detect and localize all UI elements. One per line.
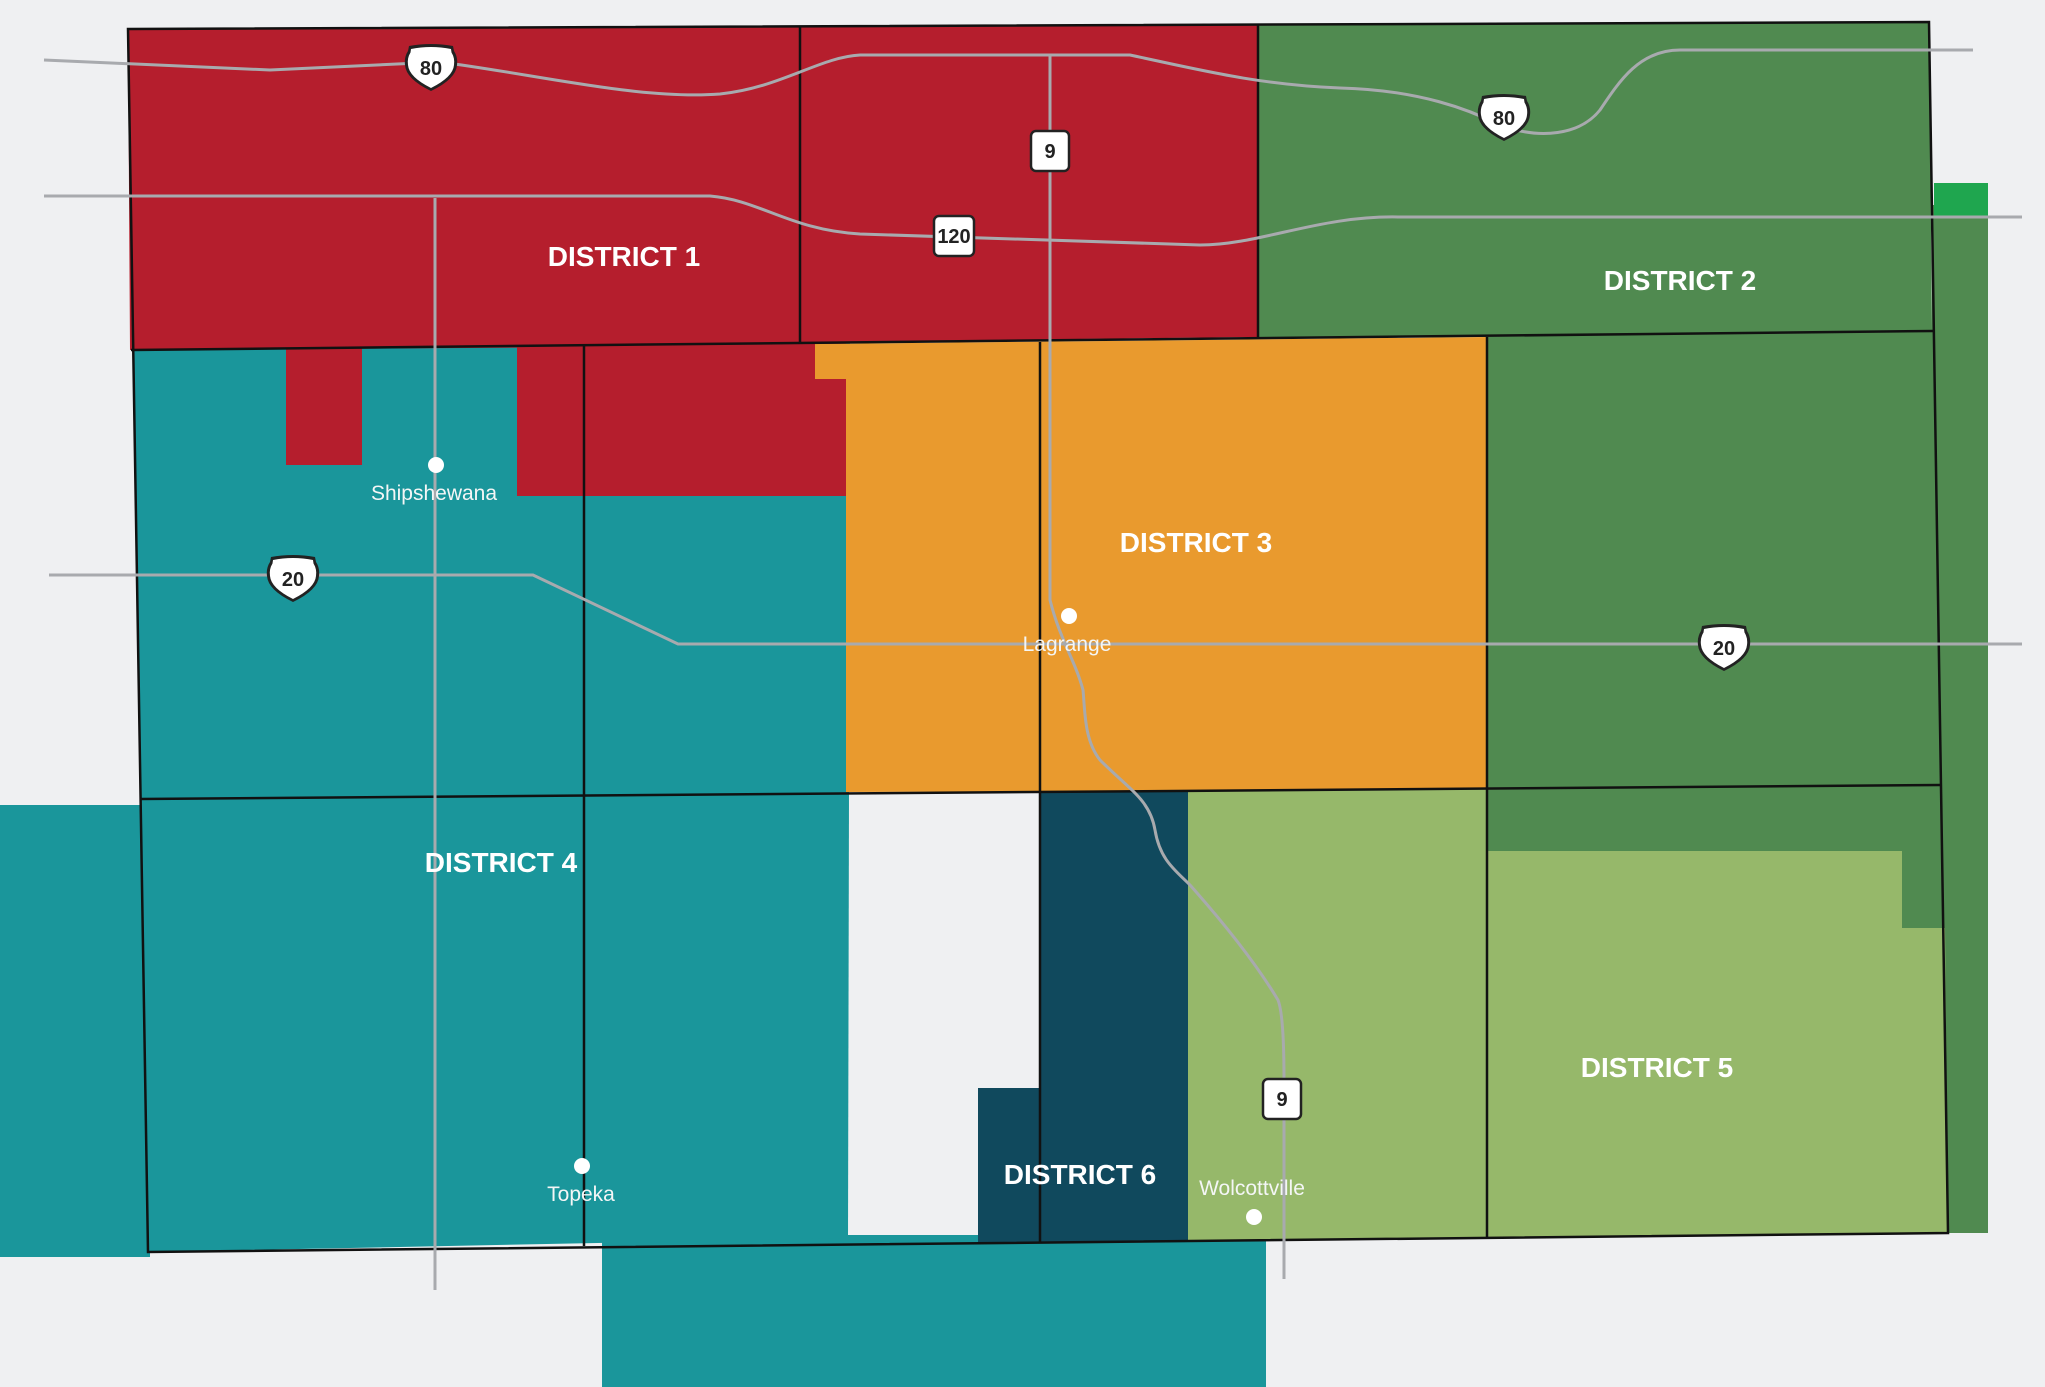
roads [43,48,2022,1290]
shield-label: 20 [282,569,304,591]
county-boundary [126,20,1950,1254]
section-line-row-1 [130,329,1934,352]
sr-9-marker-north: 9 [1029,129,1071,173]
town-label-topeka: Topeka [547,1183,615,1206]
section-lines [126,20,1950,1254]
town-dot-shipshewana [428,457,444,473]
town-dot-topeka [574,1158,590,1174]
shield-label: 120 [937,226,970,248]
district-6-region [1040,790,1188,1243]
shield-label: 9 [1044,141,1055,163]
district-5-region [1188,788,1948,1242]
district-labels: DISTRICT 1 DISTRICT 2 DISTRICT 3 DISTRIC… [425,241,1756,1190]
road-sr-120 [44,194,2022,247]
town-dot-wolcottville [1246,1209,1262,1225]
district-3-label: DISTRICT 3 [1120,527,1272,558]
road-us-80 [43,48,1973,135]
us-20-shield-east: 20 [1697,624,1751,671]
route-markers: 80 80 9 120 20 20 9 [266,44,1751,1121]
district-5-label: DISTRICT 5 [1581,1052,1733,1083]
shield-label: 20 [1713,638,1735,660]
town-label-wolcottville: Wolcottville [1199,1177,1305,1200]
shield-label: 9 [1276,1089,1287,1111]
sr-9-marker-south: 9 [1261,1077,1303,1121]
district-6-notch [978,1088,1042,1243]
district-1-region [128,25,1258,350]
us-80-shield-east: 80 [1477,94,1531,141]
district-1-notch-west [286,344,362,465]
district-4-label: DISTRICT 4 [425,847,578,878]
town-dot-lagrange [1061,608,1077,624]
us-20-shield-west: 20 [266,555,320,602]
road-sr-9 [1048,56,1286,1279]
shield-label: 80 [1493,108,1515,130]
district-1-label: DISTRICT 1 [548,241,700,272]
sr-120-marker: 120 [932,214,976,258]
district-1-notch-east [517,343,846,496]
district-2-south-tab [1487,784,1942,928]
outside-strip-east-top [1934,183,1988,216]
district-2-label: DISTRICT 2 [1604,265,1756,296]
district-3-region [815,337,1487,792]
outside-area-south [602,1235,1266,1387]
town-label-lagrange: Lagrange [1023,633,1112,656]
outside-area-west [0,805,150,1257]
towns: Shipshewana Lagrange Topeka Wolcottville [371,457,1305,1225]
district-2-region [1257,22,1940,790]
shield-label: 80 [420,58,442,80]
district-6-label: DISTRICT 6 [1004,1159,1156,1190]
districts-layer [128,22,1948,1252]
us-80-shield-west: 80 [404,44,458,91]
town-label-shipshewana: Shipshewana [371,482,497,505]
